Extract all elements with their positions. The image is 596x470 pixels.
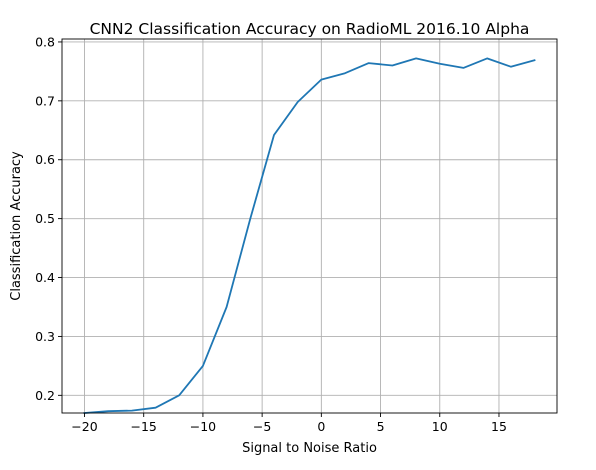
y-tick-label: 0.6 [35,152,55,167]
plot-frame [61,38,558,414]
x-tick-label: 0 [317,419,325,434]
series-line [83,57,536,414]
axis-ticks: −20 −15 −10 −5 0 5 10 15 0.2 0.3 0.4 0.5 0.6 0.7 0.8 [35,34,507,434]
chart-title: CNN2 Classification Accuracy on RadioML … [90,20,530,38]
y-tick-label: 0.3 [35,329,55,344]
series-layer [83,57,536,414]
x-tick-label: −15 [131,419,157,434]
y-tick-label: 0.4 [35,270,55,285]
grid-lines [62,39,557,413]
y-axis-label: Classification Accuracy [9,151,24,301]
x-tick-label: −5 [253,419,271,434]
y-tick-label: 0.8 [35,34,55,49]
x-axis-label: Signal to Noise Ratio [242,441,377,456]
x-tick-label: 15 [491,419,507,434]
x-tick-label: 10 [432,419,448,434]
x-tick-label: −10 [190,419,216,434]
x-tick-label: 5 [377,419,385,434]
y-tick-label: 0.5 [35,211,55,226]
y-tick-label: 0.7 [35,93,55,108]
x-tick-label: −20 [71,419,97,434]
y-tick-label: 0.2 [35,388,55,403]
